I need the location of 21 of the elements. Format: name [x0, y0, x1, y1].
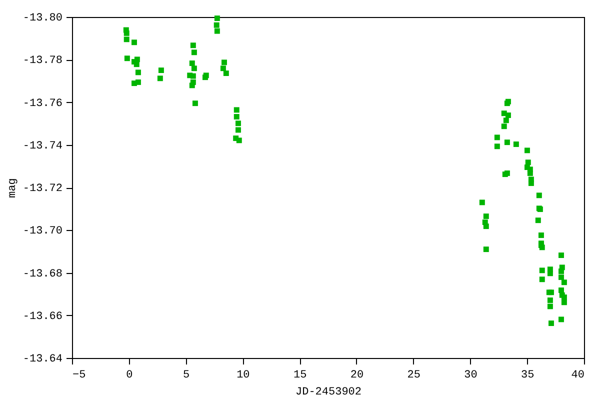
- y-tick-label: -13.72: [22, 183, 62, 195]
- y-tick-label: -13.70: [22, 226, 62, 238]
- y-tick-label: -13.68: [22, 268, 62, 280]
- y-tick-label: -13.64: [22, 354, 63, 366]
- x-tick-label: 5: [182, 370, 190, 382]
- x-tick-label: 0: [126, 370, 133, 382]
- y-tick-label: -13.76: [22, 98, 62, 110]
- x-tick-label: 30: [464, 370, 478, 382]
- y-tick-label: -13.74: [22, 140, 63, 152]
- y-tick-label: -13.80: [22, 12, 62, 24]
- y-axis-title: mag: [6, 178, 19, 198]
- y-tick-label: -13.66: [22, 310, 62, 323]
- x-tick-label: 15: [293, 370, 307, 382]
- x-tick-label: −5: [72, 370, 86, 382]
- x-tick-label: 35: [521, 370, 534, 382]
- x-tick-label: 40: [571, 370, 584, 382]
- x-tick-label: 25: [407, 370, 420, 382]
- y-tick-label: -13.78: [22, 55, 62, 68]
- x-tick-label: 20: [350, 370, 364, 382]
- x-axis-title: JD-2453902: [295, 386, 362, 398]
- x-tick-label: 10: [236, 370, 250, 382]
